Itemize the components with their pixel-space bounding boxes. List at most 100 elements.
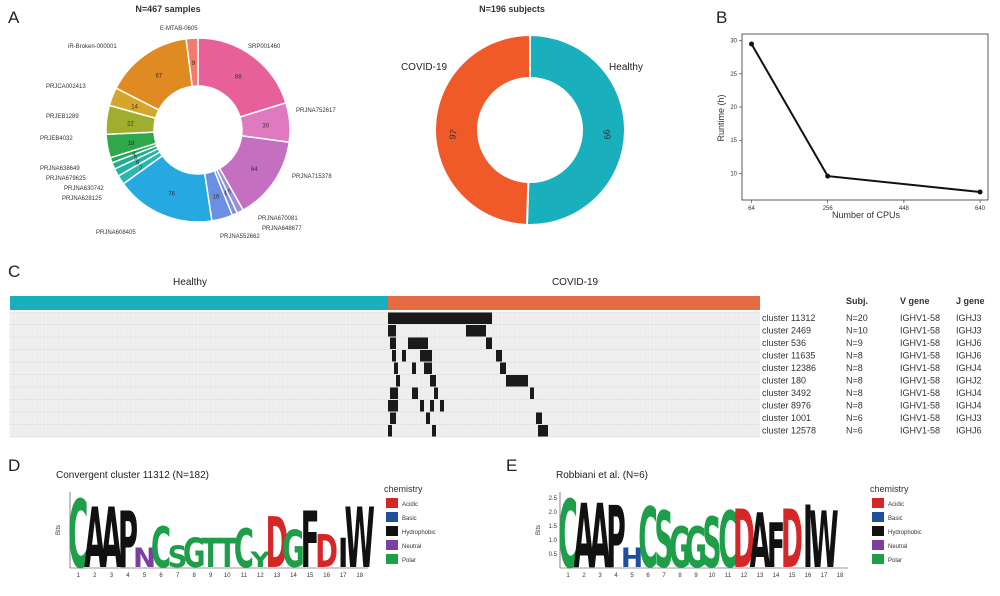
- logo-xtick-label: 14: [773, 573, 780, 579]
- panel-letter-b: B: [716, 8, 728, 27]
- logo-xtick-label: 12: [257, 573, 264, 579]
- logo-xtick-label: 18: [356, 573, 363, 579]
- heatmap-cell: [500, 362, 506, 374]
- legend-label: Acidic: [888, 502, 904, 508]
- logo-xtick-label: 12: [741, 573, 748, 579]
- logo-e-title: Robbiani et al. (N=6): [556, 470, 648, 481]
- heatmap-cell: [390, 337, 396, 349]
- logo-xtick-label: 8: [192, 573, 196, 579]
- heatmap-cell: [390, 412, 396, 424]
- heatmap-row-vgene: IGHV1-58: [900, 426, 940, 436]
- logo-xtick-label: 11: [241, 573, 248, 579]
- logo-xtick-label: 9: [209, 573, 213, 579]
- logo-letter: A: [750, 499, 771, 586]
- heatmap-grid: [9, 311, 760, 438]
- logo-letter: S: [168, 540, 188, 574]
- logo-letter: A: [590, 487, 611, 589]
- heatmap-cell: [408, 337, 428, 349]
- heatmap-cell: [530, 387, 534, 399]
- heatmap-row-jgene: IGHJ3: [956, 326, 982, 336]
- heatmap-row-vgene: IGHV1-58: [900, 388, 940, 398]
- donut-samples-category-label: PRJNA608405: [96, 230, 136, 236]
- heatmap-row-cluster: cluster 12578: [762, 426, 816, 436]
- heatmap-cell: [506, 375, 528, 387]
- heatmap-row-cluster: cluster 11635: [762, 351, 815, 361]
- donut-subjects-covid-value: 97: [447, 129, 459, 141]
- heatmap-col-jgene: J gene: [956, 296, 985, 306]
- legend-label: Hydrophobic: [402, 530, 436, 536]
- donut-samples-category-label: PRJEB1289: [46, 114, 79, 120]
- heatmap-row-jgene: IGHJ4: [956, 401, 982, 411]
- logo-xtick-label: 15: [307, 573, 314, 579]
- donut-samples-slice-value: 18: [128, 141, 135, 147]
- panel-letter-e: E: [506, 456, 518, 475]
- legend-swatch: [872, 526, 884, 536]
- logo-xtick-label: 10: [709, 573, 716, 579]
- logo-letter: T: [201, 531, 220, 578]
- logo-xtick-label: 5: [143, 573, 147, 579]
- donut-samples-category-label: PRJNA715378: [292, 174, 332, 180]
- logo-xtick-label: 13: [757, 573, 764, 579]
- logo-xtick-label: 16: [805, 573, 812, 579]
- donut-subjects-slice: [525, 33, 626, 226]
- runtime-ytick-label: 30: [730, 39, 737, 45]
- heatmap-cell: [538, 425, 548, 437]
- donut-samples-category-label: PRJNA679625: [46, 176, 86, 182]
- legend-swatch: [386, 540, 398, 550]
- logo-letter: G: [685, 516, 707, 581]
- heatmap-row-vgene: IGHV1-58: [900, 313, 940, 323]
- heatmap-cell: [424, 362, 432, 374]
- logo-letter: C: [234, 519, 254, 581]
- logo-letter: D: [733, 495, 755, 588]
- legend-label: Neutral: [888, 544, 907, 550]
- logo-letter: A: [574, 487, 595, 589]
- logo-ytick-label: 2.5: [549, 496, 558, 502]
- heatmap-row-vgene: IGHV1-58: [900, 376, 940, 386]
- donut-subjects-healthy-value: 99: [601, 129, 613, 141]
- logo-xtick-label: 8: [678, 573, 682, 579]
- heatmap-row-subj: N=8: [846, 388, 863, 398]
- donut-samples-slice-value: 5: [228, 189, 232, 195]
- heatmap-row-vgene: IGHV1-58: [900, 326, 940, 336]
- heatmap-row-vgene: IGHV1-58: [900, 363, 940, 373]
- heatmap-row-cluster: cluster 1001: [762, 413, 811, 423]
- heatmap-healthy-bar: [10, 296, 388, 310]
- logo-letter: C: [151, 516, 171, 581]
- heatmap-healthy-label: Healthy: [173, 277, 207, 288]
- logo-xtick-label: 3: [598, 573, 602, 579]
- heatmap-covid-bar: [388, 296, 760, 310]
- heatmap-cell: [392, 350, 396, 362]
- heatmap-row-cluster: cluster 3492: [762, 388, 811, 398]
- logo-letter: P: [606, 487, 626, 587]
- legend-label: Acidic: [402, 502, 418, 508]
- runtime-point: [825, 173, 831, 179]
- heatmap-cell: [388, 400, 398, 412]
- heatmap-cell: [466, 325, 486, 337]
- runtime-plot-frame: [741, 33, 989, 201]
- logo-letter: P: [118, 495, 138, 586]
- logo-xtick-label: 18: [837, 573, 844, 579]
- heatmap-row-labels: cluster 11312 N=20 IGHV1-58 IGHJ3 cluster 24…: [762, 313, 982, 436]
- runtime-xtick-label: 448: [899, 206, 910, 212]
- donut-subjects-healthy-label: Healthy: [609, 62, 643, 73]
- heatmap-cell: [412, 387, 418, 399]
- legend-d-title: chemistry: [384, 484, 423, 494]
- logo-xtick-label: 1: [566, 573, 570, 579]
- logo-letter: S: [654, 495, 673, 586]
- donut-subjects-slice: [434, 33, 531, 226]
- logo-xtick-label: 2: [93, 573, 97, 579]
- logo-letter: I: [803, 487, 813, 587]
- logo-letter: N: [133, 543, 156, 573]
- donut-samples-slice-value: 16: [213, 195, 220, 201]
- heatmap-row-subj: N=8: [846, 351, 863, 361]
- heatmap-row-jgene: IGHJ6: [956, 351, 982, 361]
- logo-d-ylabel: Bits: [56, 525, 62, 535]
- logo-letter: G: [282, 520, 305, 580]
- legend-swatch: [872, 512, 884, 522]
- logo-letter: F: [767, 511, 785, 582]
- runtime-series-line: [750, 43, 981, 194]
- runtime-xtick-label: 640: [975, 206, 986, 212]
- donut-samples-category-label: PRJNA648677: [262, 226, 302, 232]
- heatmap-row-jgene: IGHJ3: [956, 413, 982, 423]
- legend-label: Basic: [402, 516, 417, 522]
